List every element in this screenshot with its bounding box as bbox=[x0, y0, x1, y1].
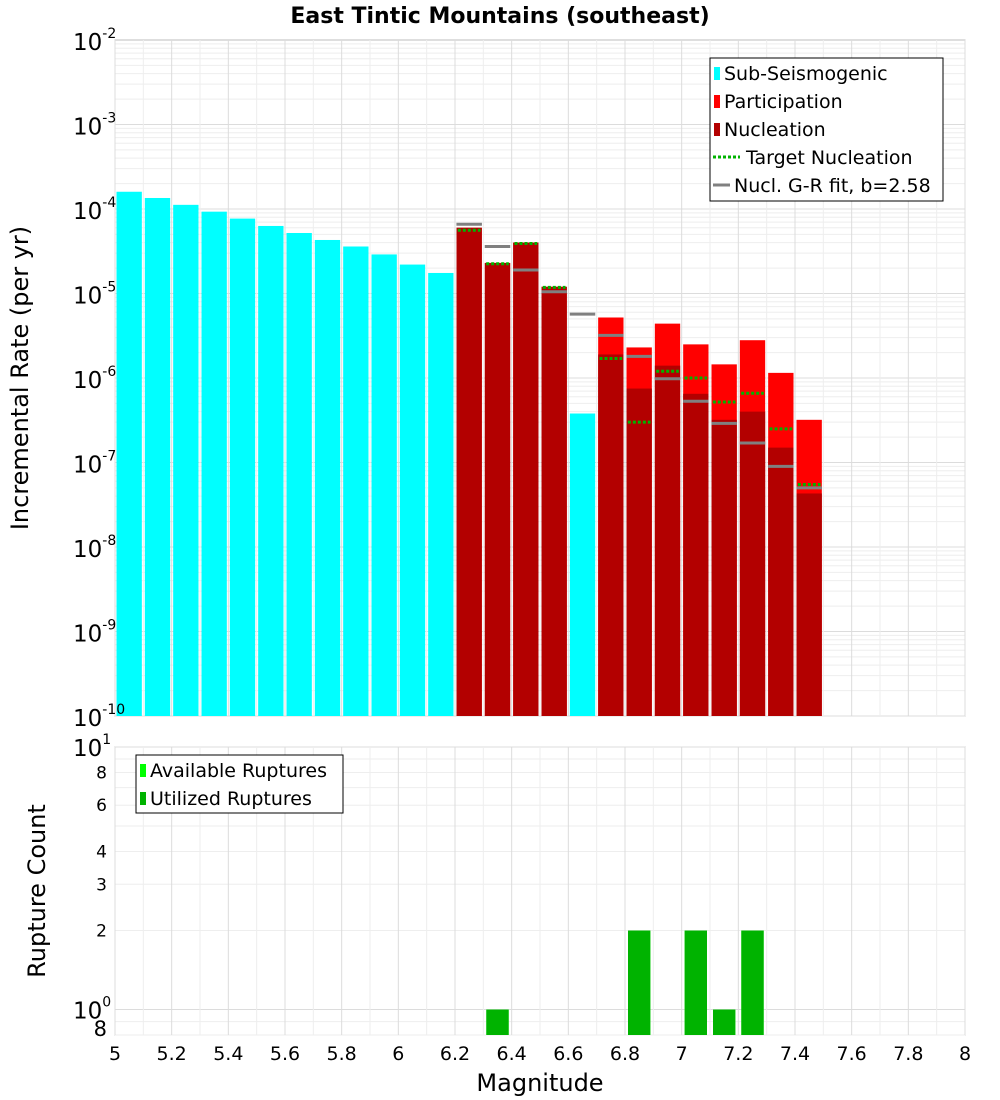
top-bar-nucleation bbox=[541, 286, 567, 716]
top-bar-sub-seismogenic bbox=[258, 225, 284, 716]
top-y-tick-label: 10-9 bbox=[73, 618, 116, 648]
top-panel: 10-10 10-9 10-8 10-7 10-6 10-5 10-4 10-3 10-2 In… bbox=[6, 26, 966, 732]
x-ticks: 5 5.2 5.4 5.6 5.8 6 6.2 6.4 6.6 6.8 7 7.2 7.4 7.6 7.8 8 bbox=[109, 1043, 971, 1065]
top-bar-sub-seismogenic bbox=[428, 272, 454, 716]
top-bar-sub-seismogenic bbox=[343, 246, 369, 716]
bottom-bars bbox=[486, 930, 764, 1035]
top-bar-nucleation bbox=[768, 447, 794, 716]
x-tick-label: 7.4 bbox=[780, 1043, 810, 1065]
top-bar-nucleation bbox=[654, 365, 681, 716]
bottom-legend: Available Ruptures Utilized Ruptures bbox=[135, 754, 344, 814]
top-y-tick-label: 10-10 bbox=[73, 702, 125, 732]
x-tick-label: 7.2 bbox=[723, 1043, 753, 1065]
bottom-y-major-tick-label: 101 bbox=[73, 732, 111, 762]
top-bar-sub-seismogenic bbox=[569, 413, 596, 716]
legend-swatch-nucleation bbox=[714, 123, 720, 136]
x-tick-label: 6.2 bbox=[440, 1043, 470, 1065]
x-tick-label: 5 bbox=[109, 1043, 121, 1065]
legend-swatch-participation bbox=[714, 95, 720, 108]
top-bar-sub-seismogenic bbox=[173, 204, 199, 717]
top-y-ticks: 10-10 10-9 10-8 10-7 10-6 10-5 10-4 10-3 10-2 bbox=[73, 26, 125, 732]
top-bar-sub-seismogenic bbox=[371, 254, 397, 716]
top-bar-nucleation bbox=[683, 393, 709, 716]
top-y-tick-label: 10-6 bbox=[73, 364, 116, 394]
legend-label-gr-fit: Nucl. G-R fit, b=2.58 bbox=[734, 175, 931, 197]
top-bar-sub-seismogenic bbox=[314, 239, 341, 716]
x-tick-label: 6.4 bbox=[497, 1043, 527, 1065]
top-bar-nucleation bbox=[598, 354, 624, 716]
bottom-y-minor-tick-label: 2 bbox=[96, 922, 107, 942]
top-bar-sub-seismogenic bbox=[144, 197, 171, 716]
x-tick-label: 5.2 bbox=[157, 1043, 187, 1065]
legend-swatch-sub-seismogenic bbox=[714, 67, 720, 80]
bottom-y-axis-label: Rupture Count bbox=[23, 804, 51, 978]
bottom-y-minor-tick-label: 4 bbox=[96, 842, 107, 862]
top-bar-nucleation bbox=[796, 493, 822, 716]
bottom-legend-box bbox=[135, 754, 344, 814]
bottom-y-minor-tick-label: 8 bbox=[96, 763, 107, 783]
top-y-tick-label: 10-2 bbox=[73, 26, 116, 56]
bottom-y-major-tick-label: 100 bbox=[73, 995, 111, 1025]
top-bar-nucleation bbox=[484, 262, 511, 716]
legend-label-target-nucleation: Target Nucleation bbox=[745, 147, 913, 169]
legend-label-participation: Participation bbox=[724, 91, 843, 113]
legend-swatch-utilized-ruptures bbox=[140, 792, 146, 805]
top-bar-nucleation bbox=[711, 419, 737, 716]
top-bar-sub-seismogenic bbox=[229, 218, 256, 716]
x-tick-label: 5.8 bbox=[327, 1043, 357, 1065]
legend-label-available-ruptures: Available Ruptures bbox=[150, 760, 327, 782]
top-bar-sub-seismogenic bbox=[201, 211, 227, 716]
legend-swatch-available-ruptures bbox=[140, 764, 146, 777]
chart-title: East Tintic Mountains (southeast) bbox=[290, 4, 709, 29]
top-y-tick-label: 10-3 bbox=[73, 111, 116, 141]
x-tick-label: 7 bbox=[676, 1043, 688, 1065]
legend-label-utilized-ruptures: Utilized Ruptures bbox=[150, 788, 312, 810]
x-tick-label: 7.8 bbox=[893, 1043, 923, 1065]
x-tick-label: 6 bbox=[392, 1043, 404, 1065]
top-bar-sub-seismogenic bbox=[116, 191, 142, 717]
x-tick-label: 7.6 bbox=[837, 1043, 867, 1065]
bottom-bar-utilized-ruptures bbox=[628, 930, 651, 1035]
top-y-tick-label: 10-8 bbox=[73, 533, 116, 563]
x-tick-label: 8 bbox=[959, 1043, 971, 1065]
bottom-y-minor-tick-label: 6 bbox=[96, 796, 107, 816]
bottom-bar-utilized-ruptures bbox=[486, 1009, 509, 1035]
top-y-tick-label: 10-5 bbox=[73, 280, 116, 310]
top-marks bbox=[456, 222, 822, 490]
top-legend: Sub-Seismogenic Participation Nucleation… bbox=[709, 57, 944, 202]
top-bar-sub-seismogenic bbox=[286, 232, 312, 716]
top-legend-box bbox=[709, 57, 944, 202]
x-tick-label: 6.6 bbox=[553, 1043, 583, 1065]
bottom-y-minor-tick-label: 8 bbox=[94, 1017, 107, 1041]
x-tick-label: 5.6 bbox=[270, 1043, 300, 1065]
top-bar-nucleation bbox=[739, 411, 766, 716]
top-y-tick-label: 10-4 bbox=[73, 195, 116, 225]
top-y-tick-label: 10-7 bbox=[73, 449, 116, 479]
legend-label-nucleation: Nucleation bbox=[724, 119, 826, 141]
legend-label-sub-seismogenic: Sub-Seismogenic bbox=[724, 63, 888, 85]
bottom-bar-utilized-ruptures bbox=[684, 930, 707, 1035]
bottom-bar-utilized-ruptures bbox=[713, 1009, 736, 1035]
top-bar-nucleation bbox=[513, 242, 539, 717]
x-axis-label: Magnitude bbox=[476, 1069, 603, 1097]
bottom-bar-utilized-ruptures bbox=[741, 930, 764, 1035]
x-tick-label: 5.4 bbox=[213, 1043, 243, 1065]
top-bar-nucleation bbox=[626, 388, 652, 716]
top-bar-sub-seismogenic bbox=[399, 264, 426, 716]
top-y-axis-label: Incremental Rate (per yr) bbox=[6, 226, 34, 530]
bottom-y-minor-tick-label: 3 bbox=[96, 875, 107, 895]
top-bar-nucleation bbox=[456, 227, 482, 716]
x-tick-label: 6.8 bbox=[610, 1043, 640, 1065]
